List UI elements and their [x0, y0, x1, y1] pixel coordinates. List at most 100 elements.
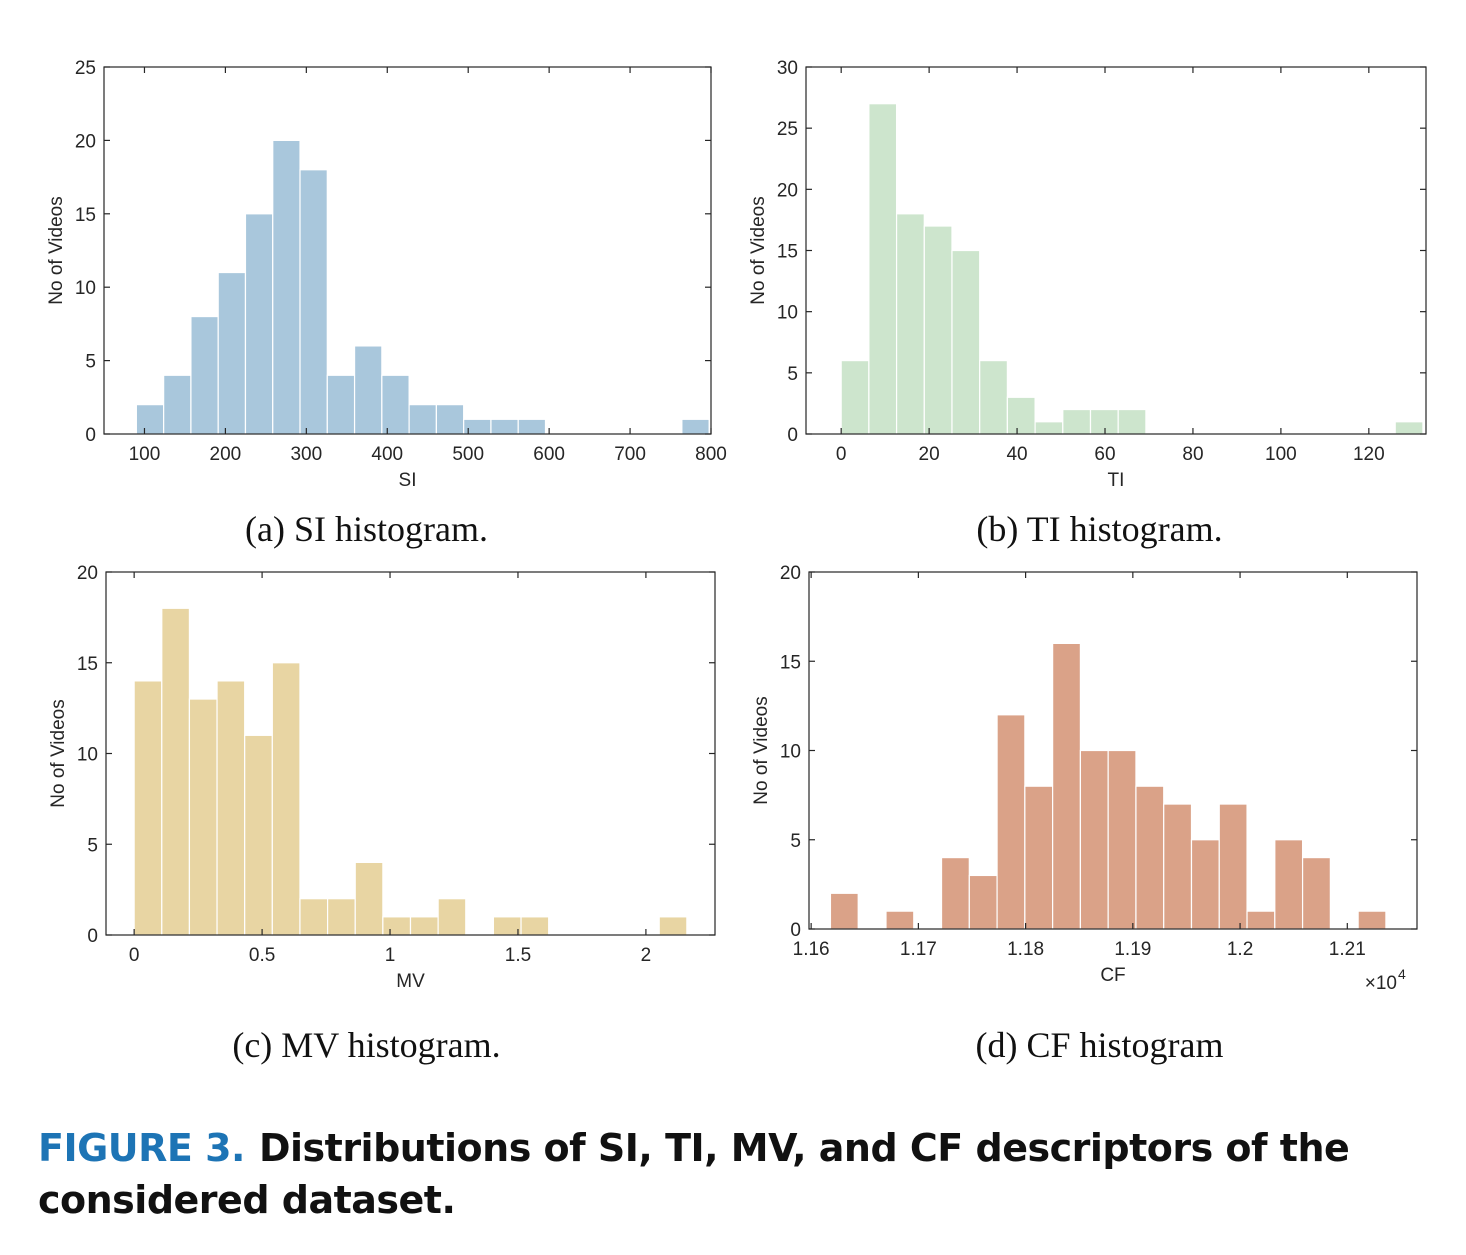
cf-x-axis-label: CF — [1100, 965, 1125, 986]
ti-bar — [868, 103, 898, 435]
ti-y-tick-label: 5 — [787, 364, 798, 385]
si-bar — [299, 169, 328, 435]
si-y-tick-label: 25 — [75, 58, 96, 79]
figure-label: FIGURE 3. — [38, 1126, 245, 1170]
ti-bar — [1089, 408, 1119, 435]
mv-bar — [326, 898, 356, 936]
cf-bar — [968, 874, 998, 930]
cf-bar — [1107, 749, 1137, 930]
ti-y-tick-label: 0 — [787, 425, 798, 446]
cf-y-tick-label: 0 — [790, 920, 801, 941]
ti-y-tick-label: 20 — [777, 180, 798, 201]
mv-bar — [161, 607, 191, 936]
mv-x-tick-label: 0 — [129, 945, 140, 966]
cf-bar — [1218, 803, 1248, 930]
mv-x-tick-label: 1.5 — [505, 945, 531, 966]
ti-x-tick-label: 20 — [919, 444, 940, 465]
cf-bar — [1357, 910, 1387, 930]
mv-x-axis-label: MV — [396, 971, 425, 992]
cf-histogram-panel: 1.16 1.17 1.18 1.19 1.2 1.21 0 5 10 15 20 CF No of V… — [733, 560, 1466, 1080]
cf-bar — [1274, 839, 1304, 930]
si-bar — [163, 374, 192, 435]
si-bar — [408, 404, 437, 435]
mv-bar — [188, 698, 218, 936]
si-bar — [190, 315, 219, 435]
ti-bar — [979, 360, 1008, 435]
cf-exponent-label: ×10 — [1365, 973, 1397, 994]
ti-bar — [1117, 408, 1147, 435]
ti-bar — [895, 213, 925, 435]
cf-bar — [1190, 839, 1220, 930]
cf-bar — [1163, 803, 1193, 930]
si-x-tick-label: 400 — [371, 444, 403, 465]
ti-x-tick-label: 120 — [1353, 444, 1385, 465]
ti-x-axis-label: TI — [1108, 470, 1125, 491]
cf-x-tick-label: 1.18 — [1007, 939, 1044, 960]
mv-y-tick-label: 5 — [87, 835, 98, 856]
mv-bar — [437, 898, 467, 936]
si-y-tick-label: 20 — [75, 131, 96, 152]
cf-histogram-subcaption: (d) CF histogram — [975, 1025, 1224, 1065]
mv-y-axis-label: No of Videos — [48, 699, 69, 807]
si-x-tick-label: 200 — [210, 444, 242, 465]
si-y-tick-label: 0 — [85, 425, 96, 446]
ti-bar — [951, 249, 981, 435]
ti-x-tick-label: 60 — [1094, 444, 1115, 465]
mv-y-tick-label: 0 — [87, 926, 98, 947]
mv-bar — [133, 680, 163, 936]
mv-x-tick-label: 1 — [385, 945, 396, 966]
mv-bar — [216, 680, 246, 936]
cf-histogram-chart: 1.16 1.17 1.18 1.19 1.2 1.21 0 5 10 15 20 CF No of V… — [751, 563, 1418, 994]
si-bar — [353, 345, 383, 435]
si-x-tick-label: 300 — [290, 444, 322, 465]
si-x-tick-label: 800 — [695, 444, 727, 465]
ti-histogram-subcaption: (b) TI histogram. — [976, 509, 1223, 549]
cf-x-tick-label: 1.16 — [793, 939, 830, 960]
mv-bar — [244, 734, 273, 936]
mv-bar — [492, 916, 522, 936]
mv-bar — [520, 916, 550, 936]
cf-x-tick-label: 1.17 — [900, 939, 937, 960]
si-x-axis-label: SI — [399, 470, 417, 491]
figure-caption-text: Distributions of SI, TI, MV, and CF desc… — [38, 1126, 1350, 1222]
cf-y-tick-label: 10 — [780, 742, 801, 763]
ti-bar — [1034, 421, 1064, 435]
mv-bar — [354, 861, 384, 936]
cf-x-tick-label: 1.2 — [1227, 939, 1253, 960]
cf-bar — [1024, 785, 1054, 930]
mv-histogram-subcaption: (c) MV histogram. — [232, 1025, 501, 1065]
si-y-tick-label: 10 — [75, 278, 96, 299]
mv-x-tick-label: 0.5 — [249, 945, 275, 966]
si-x-tick-label: 500 — [452, 444, 484, 465]
cf-bar — [885, 910, 915, 930]
cf-y-tick-label: 20 — [780, 563, 801, 584]
mv-bar — [658, 916, 688, 936]
si-bar — [435, 404, 465, 435]
si-bar — [681, 418, 710, 435]
si-bar — [217, 271, 247, 435]
cf-bar — [1246, 910, 1276, 930]
ti-bar — [840, 360, 870, 435]
si-bar — [381, 374, 410, 435]
si-x-tick-label: 700 — [614, 444, 646, 465]
cf-exponent-power: 4 — [1398, 966, 1406, 982]
ti-x-tick-label: 100 — [1265, 444, 1297, 465]
si-histogram-chart: 100 200 300 400 500 600 700 800 0 5 10 15 20 25 SI No o… — [46, 58, 727, 491]
si-histogram-panel: 100 200 300 400 500 600 700 800 0 5 10 15 20 25 SI No o… — [0, 0, 733, 560]
ti-y-tick-label: 15 — [777, 242, 798, 263]
mv-x-tick-label: 2 — [641, 945, 652, 966]
ti-x-tick-label: 80 — [1182, 444, 1203, 465]
cf-y-tick-label: 15 — [780, 652, 801, 673]
cf-x-tick-label: 1.21 — [1329, 939, 1366, 960]
cf-bar — [1079, 749, 1109, 930]
si-y-tick-label: 15 — [75, 205, 96, 226]
cf-bar — [940, 857, 970, 930]
mv-bar — [299, 898, 329, 936]
figure-caption: FIGURE 3. Distributions of SI, TI, MV, an… — [38, 1122, 1438, 1226]
cf-y-axis-label: No of Videos — [751, 696, 772, 804]
si-bar — [326, 374, 356, 435]
si-bar — [517, 418, 547, 435]
si-bar — [272, 139, 301, 435]
cf-bar — [1135, 785, 1165, 930]
